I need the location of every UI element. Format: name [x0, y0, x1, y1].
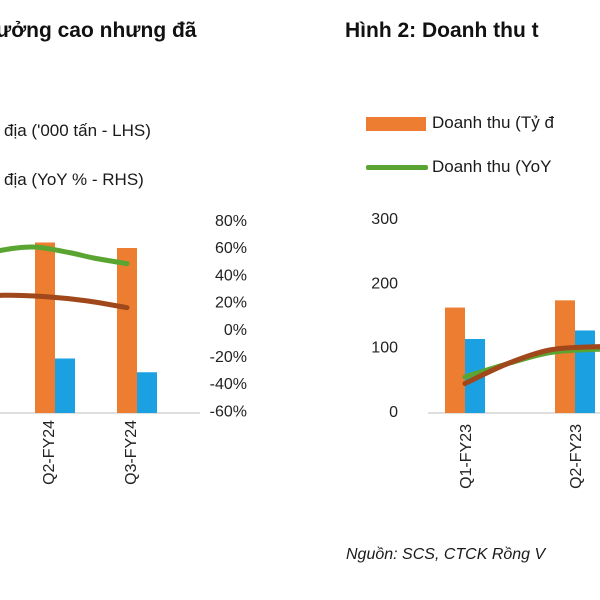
right-y-tick-label: 0	[389, 404, 398, 421]
left-legend-item-1: địa ('000 tấn - LHS)	[4, 121, 151, 140]
source-note: Nguồn: SCS, CTCK Rồng V	[346, 546, 546, 563]
left-y2-tick-label: 40%	[215, 267, 247, 284]
right-legend-item-1: Doanh thu (Tỷ đ	[432, 113, 554, 132]
right-y-tick-label: 300	[371, 211, 398, 228]
left-legend-item-2: địa (YoY % - RHS)	[4, 170, 144, 189]
left-chart-title: ưởng cao nhưng đã	[0, 19, 197, 42]
left-y2-tick-label: 80%	[215, 213, 247, 230]
left-y2-tick-label: 0%	[224, 322, 247, 339]
left-bar-blue	[55, 358, 75, 413]
right-x-tick-label: Q2-FY23	[568, 424, 585, 489]
right-bar-blue	[575, 330, 595, 413]
right-chart-title: Hình 2: Doanh thu t	[345, 19, 539, 42]
right-legend-item-2: Doanh thu (YoY	[432, 157, 552, 176]
right-y-tick-label: 100	[371, 340, 398, 357]
right-legend-swatch-orange	[366, 117, 426, 131]
right-line-brown	[462, 344, 600, 387]
left-x-tick-label: Q3-FY24	[123, 420, 140, 485]
left-y2-tick-label: 20%	[215, 295, 247, 312]
left-y2-tick-label: -40%	[210, 376, 247, 393]
right-bar-orange	[445, 307, 465, 413]
left-bar-blue	[137, 372, 157, 413]
right-y-tick-label: 200	[371, 275, 398, 292]
left-y2-tick-label: -20%	[210, 349, 247, 366]
left-x-tick-label: Q2-FY24	[41, 420, 58, 485]
right-legend-swatch-green	[366, 165, 428, 170]
right-x-tick-label: Q1-FY23	[458, 424, 475, 489]
left-bar-orange	[35, 242, 55, 413]
left-bar-orange	[117, 248, 137, 413]
left-line-brown	[0, 292, 130, 311]
left-y2-tick-label: -60%	[210, 403, 247, 420]
left-y2-tick-label: 60%	[215, 240, 247, 257]
left-line-green	[0, 244, 130, 267]
right-bar-orange	[555, 300, 575, 413]
